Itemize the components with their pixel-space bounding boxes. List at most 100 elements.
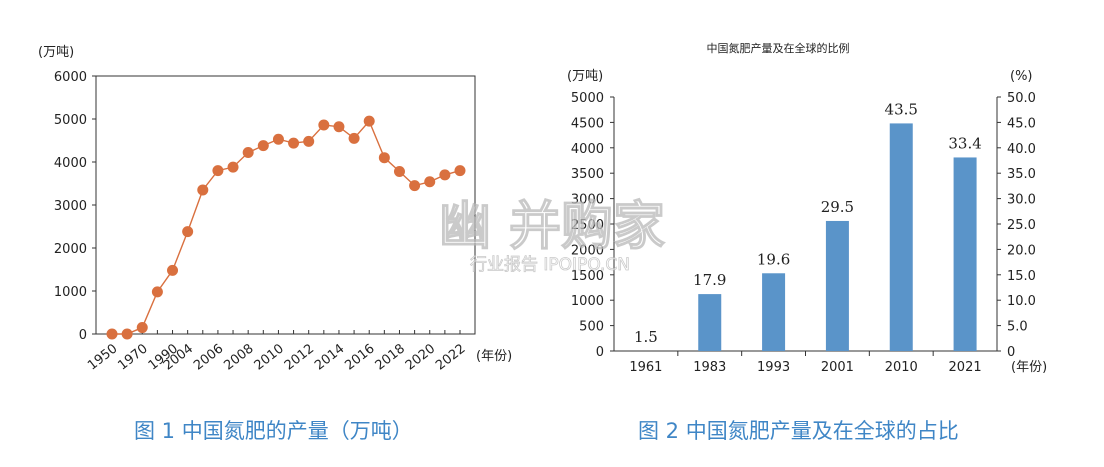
data-point — [197, 184, 209, 196]
data-point — [272, 133, 284, 145]
x-tick-label: 1950 — [85, 341, 120, 373]
x-tick-label: 2022 — [433, 341, 468, 373]
data-point — [151, 286, 163, 298]
watermark: 幽 并购家 行业报告 IPOIPO.CN — [438, 196, 665, 275]
y-tick-label: 0 — [79, 328, 87, 343]
x-axis-ticks: 1950197019902004200620082010201220142016… — [85, 330, 468, 374]
x-axis-ticks: 1961 1983 1993 2001 2010 2021 — [629, 351, 982, 375]
left-tick-label: 1500 — [571, 269, 604, 284]
x-axis-unit-label: (年份) — [1011, 360, 1047, 375]
data-point — [393, 165, 405, 177]
x-tick-label: 2016 — [342, 341, 377, 373]
y-tick-label: 4000 — [54, 156, 87, 171]
data-point — [439, 169, 451, 181]
data-point — [121, 328, 133, 340]
bar — [825, 220, 849, 351]
data-point — [227, 161, 239, 173]
right-tick-label: 40.0 — [1007, 142, 1036, 157]
bar-data-label: 17.9 — [693, 271, 726, 289]
data-point — [106, 328, 118, 340]
series-line — [112, 119, 461, 335]
data-point — [318, 119, 330, 131]
data-point — [424, 176, 436, 188]
left-tick-label: 1000 — [571, 294, 604, 309]
data-point — [378, 152, 390, 164]
y-tick-label: 6000 — [54, 70, 87, 85]
left-tick-label: 2500 — [571, 218, 604, 233]
right-tick-label: 0 — [1007, 345, 1015, 360]
x-tick-label: 2001 — [821, 360, 854, 375]
bar-data-label: 19.6 — [757, 250, 790, 268]
data-point — [212, 165, 224, 177]
production-line-chart: (万吨) (年份) 0 1000 2000 3000 4000 5000 6000 1950… — [38, 45, 512, 374]
watermark-logo-text: 幽 并购家 — [439, 197, 665, 257]
y-axis-ticks: 0 1000 2000 3000 4000 5000 6000 — [54, 70, 96, 343]
data-point — [333, 121, 345, 133]
bars: 1.5 17.9 19.6 29.5 43.5 33.4 — [634, 100, 982, 351]
data-point — [288, 137, 300, 149]
bar — [953, 157, 977, 351]
y-axis-unit-label: (万吨) — [38, 45, 74, 60]
left-tick-label: 4000 — [571, 142, 604, 157]
data-point — [257, 140, 269, 152]
left-tick-label: 500 — [579, 320, 604, 335]
bar — [762, 273, 786, 351]
right-tick-label: 35.0 — [1007, 167, 1036, 182]
left-axis-ticks: 0 500 1000 1500 2000 2500 3000 3500 4000 4500 5000 — [571, 91, 614, 360]
data-point — [242, 147, 254, 159]
left-tick-label: 3500 — [571, 167, 604, 182]
data-point — [348, 132, 360, 144]
data-point — [182, 226, 194, 238]
bar-data-label: 43.5 — [885, 100, 918, 118]
right-axis-ticks: 0 5.0 10.0 15.0 20.0 25.0 30.0 35.0 40.0 45.0 50.0 — [997, 91, 1036, 360]
x-tick-label: 2008 — [221, 341, 256, 373]
data-point — [363, 115, 375, 127]
x-tick-label: 2006 — [191, 341, 226, 373]
bar — [698, 294, 722, 351]
bar-data-label: 1.5 — [634, 328, 658, 346]
right-tick-label: 25.0 — [1007, 218, 1036, 233]
left-tick-label: 4500 — [571, 116, 604, 131]
x-tick-label: 1970 — [115, 341, 150, 373]
y-tick-label: 2000 — [54, 242, 87, 257]
right-tick-label: 45.0 — [1007, 116, 1036, 131]
x-tick-label: 1983 — [693, 360, 726, 375]
x-tick-label: 1993 — [757, 360, 790, 375]
y-tick-label: 5000 — [54, 113, 87, 128]
data-point — [303, 135, 315, 147]
plot-frame — [95, 75, 476, 335]
bar — [889, 123, 913, 351]
x-tick-label: 2021 — [949, 360, 982, 375]
right-tick-label: 5.0 — [1007, 320, 1028, 335]
watermark-sub-text: 行业报告 IPOIPO.CN — [470, 255, 630, 275]
bar-data-label: 33.4 — [948, 134, 981, 152]
chart-title: 中国氮肥产量及在全球的比例 — [707, 41, 850, 55]
x-tick-label: 1961 — [629, 360, 662, 375]
y-tick-label: 1000 — [54, 285, 87, 300]
x-tick-label: 2014 — [312, 341, 347, 373]
right-tick-label: 10.0 — [1007, 294, 1036, 309]
chart2-caption: 图 2 中国氮肥产量及在全球的占比 — [638, 419, 959, 443]
x-tick-label: 2012 — [282, 341, 317, 373]
x-tick-label: 2010 — [252, 341, 287, 373]
right-tick-label: 20.0 — [1007, 243, 1036, 258]
x-tick-label: 2020 — [403, 341, 438, 373]
x-axis-unit-label: (年份) — [476, 349, 512, 364]
x-tick-label: 2010 — [885, 360, 918, 375]
share-bar-chart: 中国氮肥产量及在全球的比例 (万吨) (%) (年份) 0 500 1000 1500… — [567, 41, 1047, 375]
left-tick-label: 0 — [596, 345, 604, 360]
data-point — [409, 180, 421, 192]
right-axis-unit-label: (%) — [1010, 69, 1033, 84]
chart1-caption: 图 1 中国氮肥的产量（万吨） — [134, 419, 413, 443]
left-tick-label: 3000 — [571, 193, 604, 208]
right-tick-label: 15.0 — [1007, 269, 1036, 284]
data-point — [167, 264, 179, 276]
right-tick-label: 50.0 — [1007, 91, 1036, 106]
bar-data-label: 29.5 — [821, 198, 854, 216]
series-points — [106, 115, 466, 340]
x-tick-label: 2018 — [373, 341, 408, 373]
right-tick-label: 30.0 — [1007, 193, 1036, 208]
data-point — [136, 322, 148, 334]
data-point — [454, 165, 466, 177]
